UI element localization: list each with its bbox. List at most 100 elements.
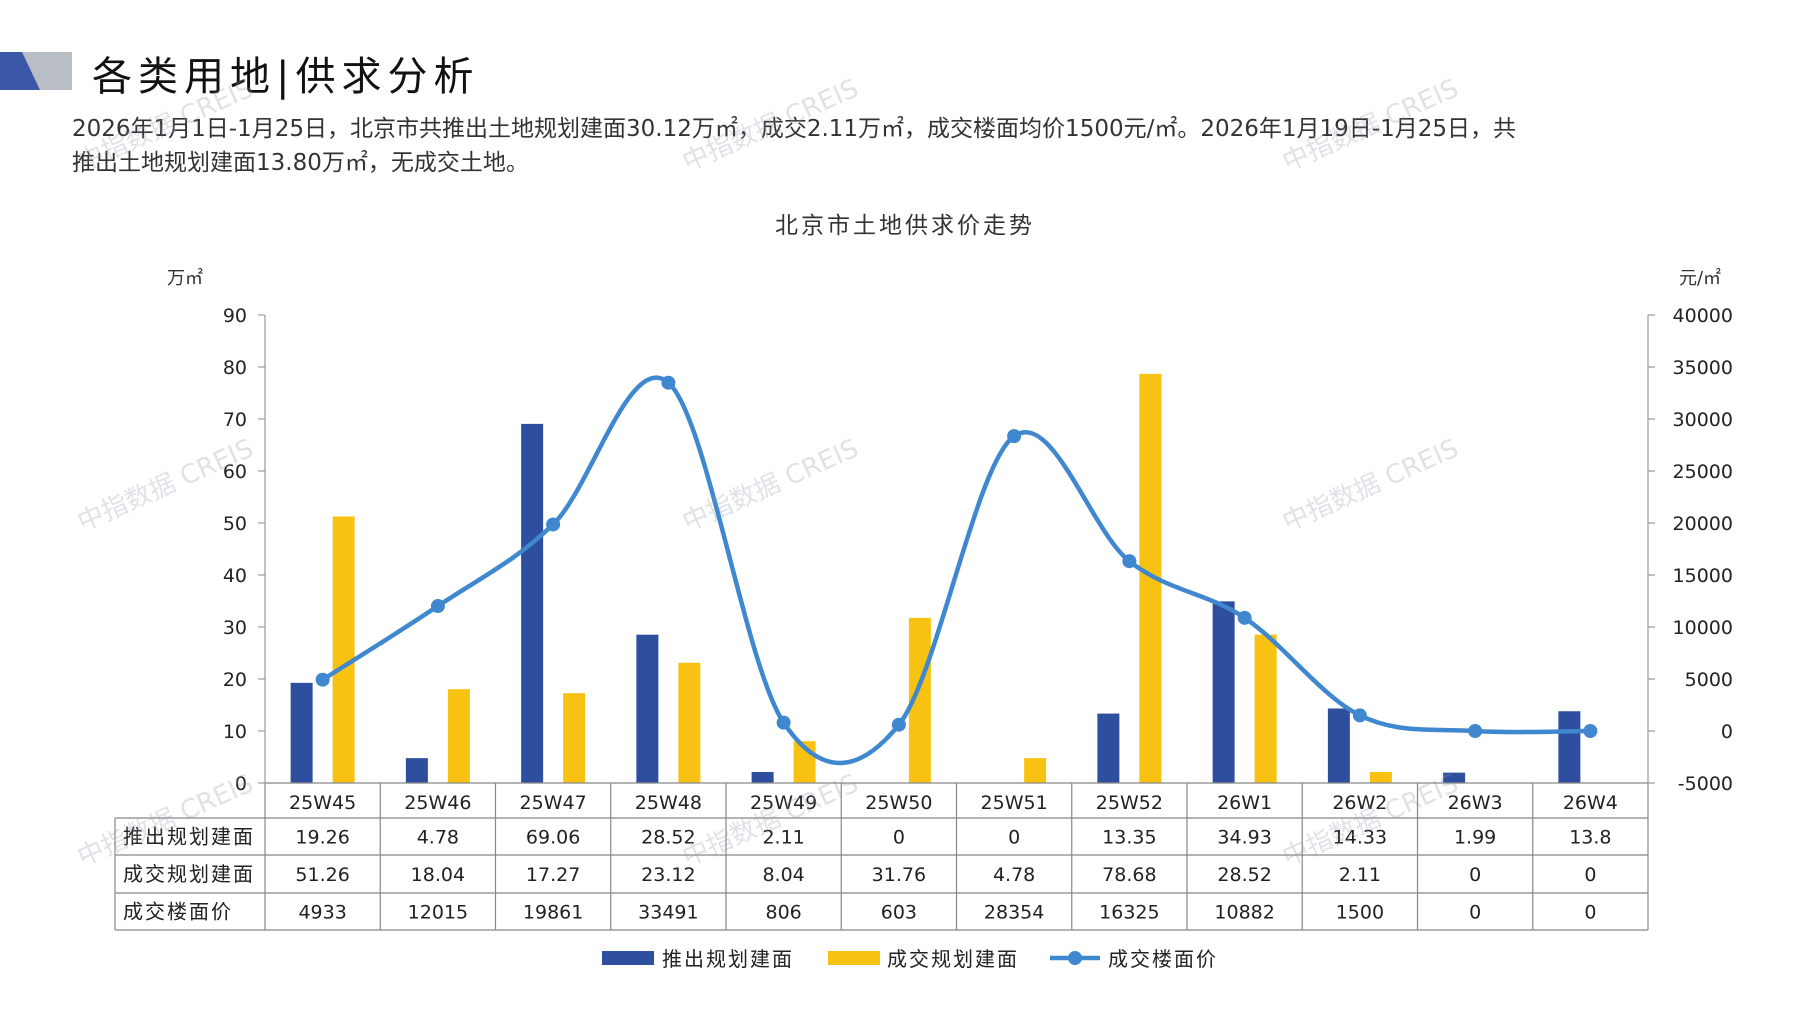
data-label: 33491 xyxy=(638,902,698,924)
left-tick-label: 70 xyxy=(223,409,247,431)
deal-bar xyxy=(332,516,355,783)
price-point xyxy=(776,715,791,730)
category-label: 25W47 xyxy=(520,792,587,814)
left-tick-label: 90 xyxy=(223,305,247,327)
supply-demand-chart: 北京市土地供求价走势 万㎡ 元/㎡ 0 10 20 30 40 50 60 70 80 90 -50… xyxy=(114,213,1733,971)
legend-label: 成交楼面价 xyxy=(1108,947,1218,971)
category-label: 26W2 xyxy=(1332,792,1387,814)
legend-swatch-deal xyxy=(828,951,880,965)
data-label: 69.06 xyxy=(526,827,580,849)
supply-bar xyxy=(751,772,774,783)
left-tick-label: 80 xyxy=(223,357,247,379)
data-label: 13.8 xyxy=(1569,827,1611,849)
deal-bar xyxy=(678,662,701,783)
data-label: 8.04 xyxy=(762,864,804,886)
logo-icon xyxy=(0,52,72,90)
data-label: 28.52 xyxy=(1217,864,1271,886)
category-label: 25W48 xyxy=(635,792,702,814)
left-axis-unit: 万㎡ xyxy=(167,267,203,289)
legend-swatch-supply xyxy=(602,951,654,965)
category-label: 26W3 xyxy=(1448,792,1503,814)
data-label: 13.35 xyxy=(1102,827,1156,849)
price-line xyxy=(315,375,1598,766)
data-label: 78.68 xyxy=(1102,864,1156,886)
data-label: 2.11 xyxy=(762,827,804,849)
left-tick-label: 10 xyxy=(223,721,247,743)
left-tick-label: 0 xyxy=(235,773,247,795)
data-label: 603 xyxy=(881,902,917,924)
data-label: 16325 xyxy=(1099,902,1159,924)
category-label: 25W46 xyxy=(404,792,471,814)
category-label: 25W52 xyxy=(1096,792,1163,814)
deal-bar xyxy=(1254,634,1277,783)
price-point xyxy=(891,717,906,732)
data-label: 19861 xyxy=(523,902,583,924)
supply-bar xyxy=(1097,713,1120,783)
supply-bar xyxy=(405,758,428,783)
data-label: 4.78 xyxy=(417,827,459,849)
category-label: 25W50 xyxy=(865,792,932,814)
legend: 推出规划建面 成交规划建面 成交楼面价 xyxy=(602,947,1218,971)
data-label: 14.33 xyxy=(1333,827,1387,849)
data-label: 1.99 xyxy=(1454,827,1496,849)
supply-bar xyxy=(290,682,313,783)
summary-line-1: 2026年1月1日-1月25日，北京市共推出土地规划建面30.12万㎡，成交2.… xyxy=(72,116,1516,142)
category-label: 26W4 xyxy=(1563,792,1618,814)
data-label: 4.78 xyxy=(993,864,1035,886)
price-point xyxy=(1237,610,1252,625)
left-tick-label: 30 xyxy=(223,617,247,639)
price-point xyxy=(1583,724,1598,738)
row-header: 成交规划建面 xyxy=(123,862,255,886)
data-label: 0 xyxy=(1584,864,1596,886)
supply-bar xyxy=(1212,601,1235,783)
data-label: 0 xyxy=(1469,902,1481,924)
chart-title: 北京市土地供求价走势 xyxy=(775,213,1035,239)
deal-bar xyxy=(1024,758,1047,783)
axes: 0 10 20 30 40 50 60 70 80 90 -5000 0 5000 10000 15000 2… xyxy=(223,305,1733,795)
data-label: 0 xyxy=(1584,902,1596,924)
deal-bar xyxy=(1369,772,1392,783)
deal-bar xyxy=(1139,373,1162,783)
category-label: 25W45 xyxy=(289,792,356,814)
data-label: 17.27 xyxy=(526,864,580,886)
supply-bar xyxy=(636,634,659,783)
data-label: 28.52 xyxy=(641,827,695,849)
price-point xyxy=(1122,554,1137,569)
data-label: 19.26 xyxy=(295,827,349,849)
price-point xyxy=(546,517,561,532)
data-label: 2.11 xyxy=(1339,864,1381,886)
left-tick-label: 60 xyxy=(223,461,247,483)
deal-bar xyxy=(447,689,470,783)
page-title: 各类用地|供求分析 xyxy=(92,54,480,100)
left-tick-label: 50 xyxy=(223,513,247,535)
deal-bar xyxy=(908,617,931,783)
data-label: 0 xyxy=(1008,827,1020,849)
right-tick-label: 25000 xyxy=(1673,461,1733,483)
data-label: 23.12 xyxy=(641,864,695,886)
right-tick-label: 10000 xyxy=(1673,617,1733,639)
supply-bar xyxy=(1558,711,1581,783)
category-label: 25W49 xyxy=(750,792,817,814)
data-label: 31.76 xyxy=(872,864,926,886)
left-tick-label: 20 xyxy=(223,669,247,691)
category-label: 25W51 xyxy=(981,792,1048,814)
right-tick-label: 35000 xyxy=(1673,357,1733,379)
data-label: 18.04 xyxy=(411,864,465,886)
legend-label: 成交规划建面 xyxy=(887,947,1019,971)
price-line-path xyxy=(321,375,1591,766)
price-point xyxy=(1468,724,1483,738)
right-tick-label: 40000 xyxy=(1673,305,1733,327)
right-tick-label: 30000 xyxy=(1673,409,1733,431)
data-label: 806 xyxy=(765,902,801,924)
price-point xyxy=(430,599,445,614)
right-tick-label: -5000 xyxy=(1678,773,1733,795)
data-table: 25W45 25W46 25W47 25W48 25W49 25W50 25W51 25W52… xyxy=(114,782,1649,931)
data-label: 28354 xyxy=(984,902,1044,924)
right-axis-unit: 元/㎡ xyxy=(1679,267,1721,289)
data-label: 34.93 xyxy=(1217,827,1271,849)
summary-line-2: 推出土地规划建面13.80万㎡，无成交土地。 xyxy=(72,150,529,176)
data-label: 0 xyxy=(893,827,905,849)
summary-text: 2026年1月1日-1月25日，北京市共推出土地规划建面30.12万㎡，成交2.… xyxy=(72,112,1732,180)
supply-bar xyxy=(1443,772,1466,783)
bars xyxy=(290,373,1581,783)
